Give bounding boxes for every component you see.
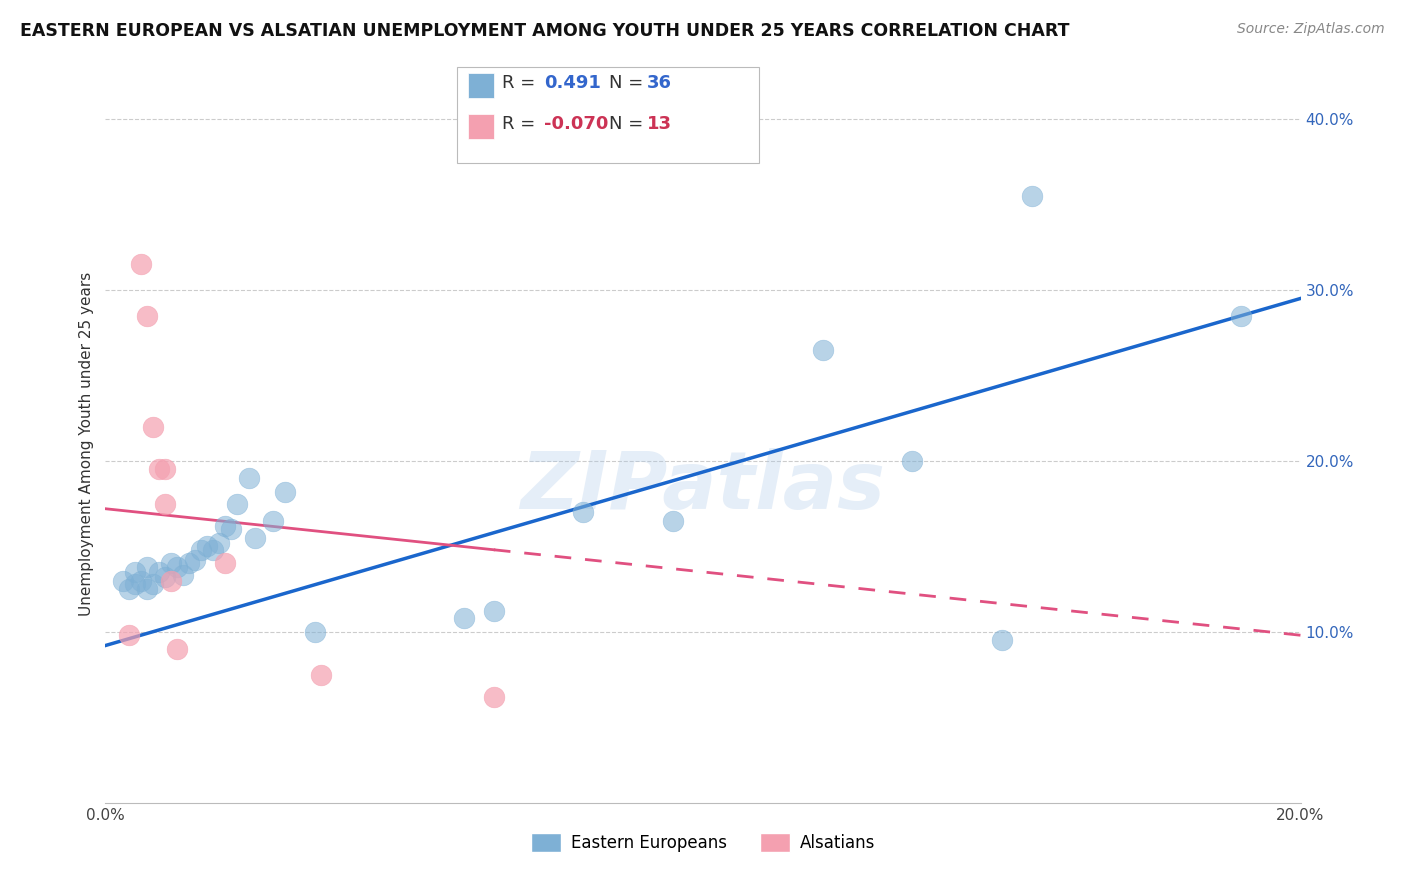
Point <box>273 484 295 499</box>
Point <box>225 497 249 511</box>
Text: R =: R = <box>502 74 541 92</box>
Point <box>129 257 153 271</box>
Point <box>572 505 595 519</box>
Point <box>136 560 159 574</box>
Point <box>136 582 159 596</box>
Point <box>190 542 212 557</box>
Text: N =: N = <box>609 115 648 133</box>
Point <box>1229 309 1253 323</box>
Point <box>142 419 165 434</box>
Point <box>990 633 1012 648</box>
Text: N =: N = <box>609 74 648 92</box>
Point <box>155 497 177 511</box>
Point <box>482 604 505 618</box>
Text: 0.491: 0.491 <box>544 74 600 92</box>
Point <box>214 519 236 533</box>
Point <box>112 574 135 588</box>
Point <box>177 557 201 571</box>
Point <box>304 624 326 639</box>
Point <box>811 343 834 357</box>
Point <box>309 667 332 681</box>
Point <box>202 542 225 557</box>
Point <box>208 536 231 550</box>
Point <box>219 522 242 536</box>
Point <box>160 574 183 588</box>
Point <box>124 577 146 591</box>
Point <box>243 531 266 545</box>
Legend: Eastern Europeans, Alsatians: Eastern Europeans, Alsatians <box>524 827 882 859</box>
Point <box>142 577 165 591</box>
Point <box>1021 189 1043 203</box>
Point <box>118 582 141 596</box>
Point <box>482 690 505 704</box>
Point <box>166 642 188 657</box>
Point <box>262 514 284 528</box>
Point <box>453 611 475 625</box>
Point <box>214 557 236 571</box>
Text: R =: R = <box>502 115 541 133</box>
Text: 13: 13 <box>647 115 672 133</box>
Point <box>118 628 141 642</box>
Text: EASTERN EUROPEAN VS ALSATIAN UNEMPLOYMENT AMONG YOUTH UNDER 25 YEARS CORRELATION: EASTERN EUROPEAN VS ALSATIAN UNEMPLOYMEN… <box>20 22 1069 40</box>
Point <box>124 565 146 579</box>
Point <box>129 574 153 588</box>
Point <box>148 462 170 476</box>
Point <box>662 514 685 528</box>
Point <box>172 568 194 582</box>
Point <box>155 570 177 584</box>
Point <box>195 539 218 553</box>
Point <box>160 557 183 571</box>
Text: ZIPatlas: ZIPatlas <box>520 448 886 526</box>
Y-axis label: Unemployment Among Youth under 25 years: Unemployment Among Youth under 25 years <box>79 272 94 615</box>
Text: Source: ZipAtlas.com: Source: ZipAtlas.com <box>1237 22 1385 37</box>
Point <box>184 553 207 567</box>
Point <box>148 565 170 579</box>
Point <box>901 454 924 468</box>
Point <box>166 560 188 574</box>
Point <box>136 309 159 323</box>
Point <box>155 462 177 476</box>
Text: 36: 36 <box>647 74 672 92</box>
Point <box>238 471 260 485</box>
Text: -0.070: -0.070 <box>544 115 609 133</box>
